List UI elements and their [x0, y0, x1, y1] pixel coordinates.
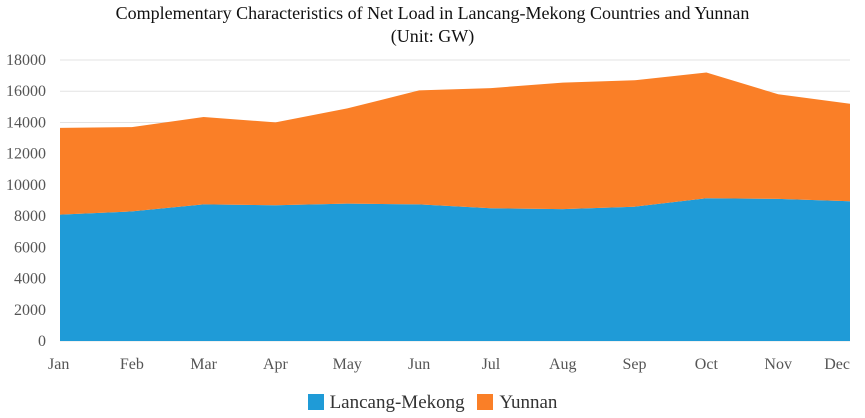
legend-label-lancang-mekong: Lancang-Mekong — [329, 392, 465, 413]
y-tick-label: 8000 — [14, 208, 46, 225]
y-tick-label: 6000 — [14, 239, 46, 256]
x-tick-label: Oct — [695, 356, 719, 373]
x-axis-tick-labels: Jan Feb Mar Apr May Jun Jul Aug Sep Oct Nov Dec — [48, 356, 850, 373]
y-tick-label: 2000 — [14, 302, 46, 319]
x-tick-label: Jun — [408, 356, 430, 373]
y-tick-label: 12000 — [6, 146, 46, 163]
chart-title-main: Complementary Characteristics of Net Loa… — [115, 3, 750, 23]
legend-item-yunnan[interactable]: Yunnan — [477, 392, 557, 414]
y-tick-label: 4000 — [14, 271, 46, 288]
y-tick-label: 14000 — [6, 114, 46, 131]
chart-subtitle: (Unit: GW) — [390, 26, 475, 46]
x-tick-label: May — [333, 356, 362, 373]
x-tick-label: Aug — [549, 356, 577, 373]
y-tick-label: 0 — [38, 333, 46, 350]
legend-swatch-lancang-mekong — [307, 394, 324, 410]
x-tick-label: Feb — [120, 356, 144, 373]
x-tick-label: Jan — [48, 356, 69, 373]
y-tick-label: 10000 — [6, 177, 46, 194]
legend-label-yunnan: Yunnan — [499, 392, 558, 413]
legend-item-lancang-mekong[interactable]: Lancang-Mekong — [307, 392, 465, 414]
legend: Lancang-Mekong Yunnan — [0, 392, 865, 414]
chart-title: Complementary Characteristics of Net Loa… — [0, 2, 865, 48]
y-tick-label: 16000 — [6, 83, 46, 100]
plot-series — [59, 72, 851, 341]
x-tick-label: Jul — [482, 356, 501, 373]
x-tick-label: Dec — [824, 356, 850, 373]
x-tick-label: Mar — [190, 356, 217, 373]
x-tick-label: Apr — [263, 356, 289, 373]
area-lancang-mekong — [60, 198, 850, 341]
y-axis-tick-labels: 0 2000 4000 6000 8000 10000 12000 14000 16000 180… — [6, 52, 46, 350]
legend-swatch-yunnan — [477, 394, 494, 410]
x-tick-label: Sep — [623, 356, 647, 373]
area-yunnan — [60, 72, 850, 215]
y-tick-label: 18000 — [6, 52, 46, 69]
x-tick-label: Nov — [764, 356, 792, 373]
